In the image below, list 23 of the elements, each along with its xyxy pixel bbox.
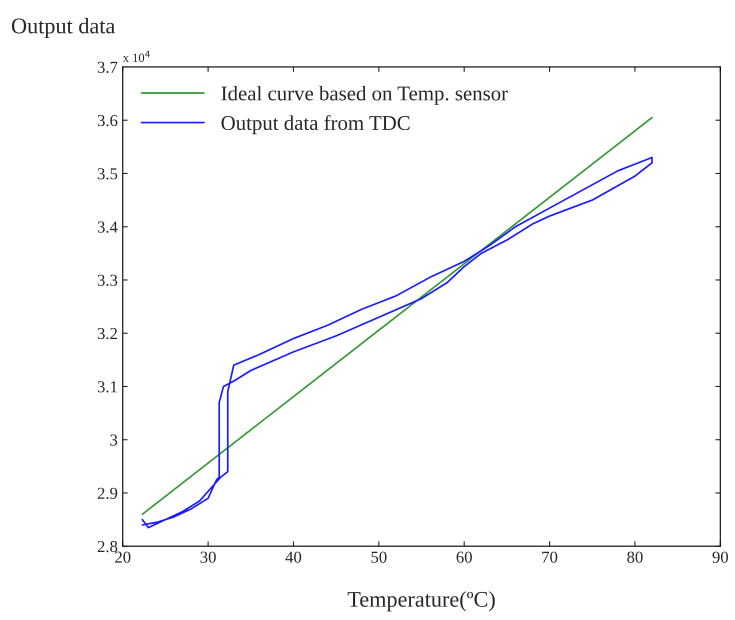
- y-tick-label: 3.5: [98, 168, 118, 180]
- x-tick-label: 80: [627, 552, 643, 563]
- x-tick-label: 90: [712, 552, 728, 563]
- y-tick-label: 3.3: [98, 274, 118, 286]
- x-tick-label: 40: [285, 552, 302, 563]
- y-tick-label: 2.8: [98, 540, 118, 552]
- y-tick-label: 3.6: [98, 114, 118, 126]
- y-tick-label: 3: [110, 434, 118, 446]
- y-tick-label: 3.4: [98, 221, 118, 233]
- x-tick-label: 70: [542, 552, 558, 563]
- legend-label: Ideal curve based on Temp. sensor: [221, 86, 508, 105]
- x-axis-title: Temperature(ºC): [348, 591, 495, 612]
- y-axis-title: Output data: [12, 18, 116, 38]
- legend-label: Output data from TDC: [222, 115, 410, 134]
- y-tick-label: 3.1: [98, 381, 117, 392]
- x-tick-label: 30: [200, 552, 216, 563]
- x-tick-label: 20: [115, 552, 130, 563]
- x-tick-label: 50: [371, 552, 387, 563]
- y-tick-label: 3.2: [98, 328, 117, 340]
- y-tick-label: 2.9: [98, 488, 118, 499]
- y-tick-label: 3.7: [98, 62, 118, 73]
- text: x 10$^{4}$: [122, 50, 150, 62]
- x-tick-label: 60: [456, 552, 472, 563]
